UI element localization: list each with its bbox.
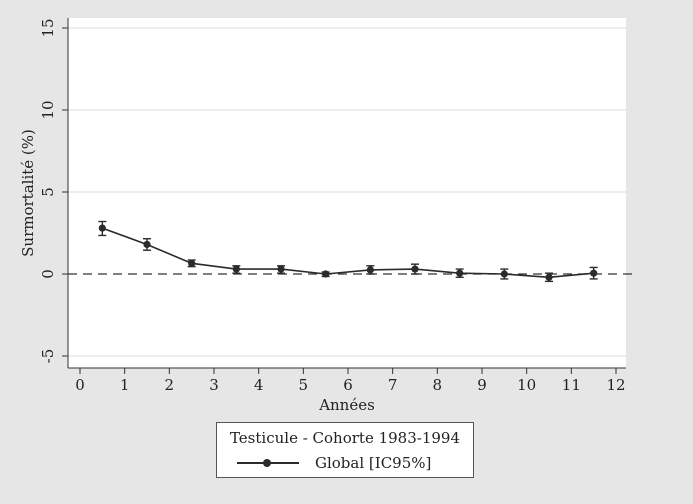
x-tick-label: 7 <box>388 376 398 394</box>
legend: Testicule - Cohorte 1983-1994 Global [IC… <box>216 422 474 478</box>
data-point <box>277 265 285 273</box>
x-tick-label: 12 <box>606 376 625 394</box>
x-tick-label: 8 <box>433 376 443 394</box>
x-tick-label: 4 <box>254 376 264 394</box>
data-point <box>232 265 240 273</box>
grid-lines <box>68 27 626 357</box>
y-tick-label: 15 <box>39 18 57 37</box>
series-line <box>102 227 594 279</box>
x-tick-label: 1 <box>120 376 130 394</box>
y-axis-title: Surmortalité (%) <box>19 129 37 257</box>
legend-label: Global [IC95%] <box>315 454 432 472</box>
y-tick-label: 5 <box>39 187 57 197</box>
data-point <box>456 269 464 277</box>
legend-entry: Global [IC95%] <box>233 454 431 472</box>
x-tick-label: 2 <box>165 376 175 394</box>
x-axis-ticks: 0 1 2 3 4 5 6 7 8 9 10 11 12 <box>75 368 626 394</box>
data-point <box>590 269 598 277</box>
y-tick-label: 10 <box>39 100 57 119</box>
data-point <box>143 240 151 249</box>
data-point <box>366 266 374 274</box>
plot-area <box>68 18 626 368</box>
y-axis-ticks: -5 0 5 10 15 <box>39 18 68 363</box>
data-point <box>322 270 330 278</box>
x-tick-label: 10 <box>517 376 536 394</box>
legend-swatch-line-marker <box>233 454 303 472</box>
legend-title: Testicule - Cohorte 1983-1994 <box>229 429 461 447</box>
series-layer <box>98 220 598 283</box>
data-point <box>188 259 196 267</box>
x-tick-label: 0 <box>75 376 85 394</box>
data-point <box>98 224 106 232</box>
data-point <box>545 273 553 281</box>
x-tick-label: 9 <box>477 376 487 394</box>
x-tick-label: 11 <box>562 376 581 394</box>
data-point <box>411 265 419 273</box>
x-tick-label: 5 <box>299 376 309 394</box>
y-tick-label: 0 <box>39 269 57 279</box>
x-tick-label: 6 <box>343 376 353 394</box>
x-axis-title: Années <box>318 396 375 414</box>
data-point <box>500 270 508 278</box>
x-tick-label: 3 <box>209 376 219 394</box>
y-tick-label: -5 <box>39 349 57 364</box>
